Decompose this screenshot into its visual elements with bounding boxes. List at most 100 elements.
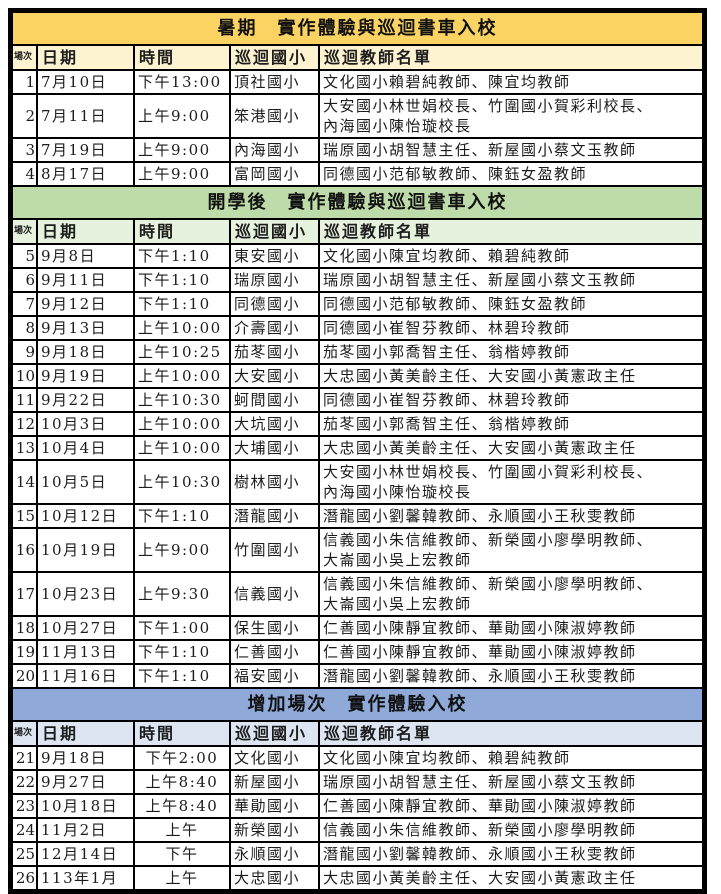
session-number: 20 [11,663,38,689]
column-header-row: 場次 日期 時間 巡迴國小 巡迴教師名單 [11,44,704,71]
session-school: 新榮國小 [229,817,320,843]
session-row: 7 9月12日 下午1:10 同德國小 同德國小范郁敏教師、陳鈺女盈教師 [11,291,704,317]
session-teachers: 大安國小林世娟校長、竹圍國小賀彩利校長、 內海國小陳怡璇校長 [318,459,704,505]
session-school: 永順國小 [229,841,320,867]
session-row: 11 9月22日 上午10:30 蚵間國小 同德國小崔智芬教師、林碧玲教師 [11,387,704,413]
section-title: 開學後 實作體驗與巡迴書車入校 [11,185,704,220]
session-school: 同德國小 [229,291,320,317]
session-time: 下午1:10 [133,267,231,293]
session-row: 23 10月18日 上午8:40 華勛國小 仁善國小陳靜宜教師、華勛國小陳淑婷教師 [11,793,704,819]
session-teachers: 同德國小范郁敏教師、陳鈺女盈教師 [318,161,704,187]
session-time: 上午 [133,865,231,891]
session-time: 上午9:00 [133,137,231,163]
session-date: 113年1月 [36,865,135,891]
session-number: 16 [11,527,38,573]
session-school: 內海國小 [229,137,320,163]
session-date: 9月18日 [36,339,135,365]
session-number: 17 [11,571,38,617]
session-row: 8 9月13日 上午10:00 介壽國小 同德國小崔智芬教師、林碧玲教師 [11,315,704,341]
session-teachers: 信義國小朱信維教師、新榮國小廖學明教師、 大崙國小吳上宏教師 [318,527,704,573]
session-row: 2 7月11日 上午9:00 笨港國小 大安國小林世娟校長、竹圍國小賀彩利校長、 內海國… [11,93,704,139]
session-row: 6 9月11日 下午1:10 瑞原國小 瑞原國小胡智慧主任、新屋國小蔡文玉教師 [11,267,704,293]
col-header-date: 日期 [36,218,135,245]
session-row: 16 10月19日 上午9:00 竹圍國小 信義國小朱信維教師、新榮國小廖學明教師、 大… [11,527,704,573]
session-number: 8 [11,315,38,341]
session-row: 26 113年1月 上午 大忠國小 大忠國小黃美齡主任、大安國小黃憲政主任 [11,865,704,891]
session-teachers: 同德國小崔智芬教師、林碧玲教師 [318,315,704,341]
session-number: 14 [11,459,38,505]
session-date: 10月4日 [36,435,135,461]
col-header-teachers: 巡迴教師名單 [318,44,704,71]
session-number: 15 [11,503,38,529]
session-date: 10月19日 [36,527,135,573]
col-header-date: 日期 [36,44,135,71]
session-time: 上午 [133,817,231,843]
session-time: 下午1:10 [133,291,231,317]
col-header-session: 場次 [11,218,38,245]
col-header-session: 場次 [11,44,38,71]
session-teachers: 茄苳國小郭喬智主任、翁楷婷教師 [318,339,704,365]
session-date: 9月18日 [36,745,135,771]
session-row: 21 9月18日 下午2:00 文化國小 文化國小陳宜均教師、賴碧純教師 [11,745,704,771]
session-school: 福安國小 [229,663,320,689]
session-number: 1 [11,69,38,95]
session-school: 茄苳國小 [229,339,320,365]
session-number: 11 [11,387,38,413]
session-time: 下午 [133,841,231,867]
session-row: 15 10月12日 下午1:10 潛龍國小 潛龍國小劉馨韓教師、永順國小王秋雯教師 [11,503,704,529]
session-teachers: 茄苳國小郭喬智主任、翁楷婷教師 [318,411,704,437]
session-teachers: 大安國小林世娟校長、竹圍國小賀彩利校長、 內海國小陳怡璇校長 [318,93,704,139]
session-time: 上午10:00 [133,363,231,389]
session-number: 12 [11,411,38,437]
session-school: 信義國小 [229,571,320,617]
session-number: 22 [11,769,38,795]
session-row: 9 9月18日 上午10:25 茄苳國小 茄苳國小郭喬智主任、翁楷婷教師 [11,339,704,365]
session-number: 19 [11,639,38,665]
session-teachers: 潛龍國小劉馨韓教師、永順國小王秋雯教師 [318,841,704,867]
session-teachers: 仁善國小陳靜宜教師、華勛國小陳淑婷教師 [318,639,704,665]
session-date: 9月22日 [36,387,135,413]
session-school: 樹林國小 [229,459,320,505]
session-date: 9月11日 [36,267,135,293]
session-teachers: 仁善國小陳靜宜教師、華勛國小陳淑婷教師 [318,793,704,819]
session-number: 10 [11,363,38,389]
session-row: 5 9月8日 下午1:10 東安國小 文化國小陳宜均教師、賴碧純教師 [11,243,704,269]
session-time: 下午1:00 [133,615,231,641]
session-row: 12 10月3日 上午10:00 大坑國小 茄苳國小郭喬智主任、翁楷婷教師 [11,411,704,437]
session-date: 11月13日 [36,639,135,665]
session-number: 9 [11,339,38,365]
col-header-school: 巡迴國小 [229,720,320,747]
session-school: 大埔國小 [229,435,320,461]
column-header-row: 場次 日期 時間 巡迴國小 巡迴教師名單 [11,720,704,747]
col-header-date: 日期 [36,720,135,747]
col-header-session: 場次 [11,720,38,747]
session-row: 3 7月19日 上午9:00 內海國小 瑞原國小胡智慧主任、新屋國小蔡文玉教師 [11,137,704,163]
session-teachers: 瑞原國小胡智慧主任、新屋國小蔡文玉教師 [318,267,704,293]
session-time: 下午2:00 [133,745,231,771]
session-school: 保生國小 [229,615,320,641]
session-row: 18 10月27日 下午1:00 保生國小 仁善國小陳靜宜教師、華勛國小陳淑婷教師 [11,615,704,641]
session-time: 下午1:10 [133,243,231,269]
col-header-school: 巡迴國小 [229,44,320,71]
session-time: 下午1:10 [133,503,231,529]
schedule-table: 暑期 實作體驗與巡迴書車入校 場次 日期 時間 巡迴國小 巡迴教師名單 1 7月10日 下午13… [11,11,704,891]
session-date: 7月19日 [36,137,135,163]
session-date: 7月11日 [36,93,135,139]
session-school: 頂社國小 [229,69,320,95]
session-school: 富岡國小 [229,161,320,187]
session-teachers: 瑞原國小胡智慧主任、新屋國小蔡文玉教師 [318,769,704,795]
session-number: 13 [11,435,38,461]
session-date: 10月18日 [36,793,135,819]
session-time: 下午13:00 [133,69,231,95]
session-row: 17 10月23日 上午9:30 信義國小 信義國小朱信維教師、新榮國小廖學明教師、 大… [11,571,704,617]
session-teachers: 大忠國小黃美齡主任、大安國小黃憲政主任 [318,363,704,389]
session-row: 25 12月14日 下午 永順國小 潛龍國小劉馨韓教師、永順國小王秋雯教師 [11,841,704,867]
session-row: 10 9月19日 上午10:00 大安國小 大忠國小黃美齡主任、大安國小黃憲政主任 [11,363,704,389]
session-teachers: 潛龍國小劉馨韓教師、永順國小王秋雯教師 [318,663,704,689]
session-teachers: 大忠國小黃美齡主任、大安國小黃憲政主任 [318,435,704,461]
col-header-school: 巡迴國小 [229,218,320,245]
session-teachers: 文化國小陳宜均教師、賴碧純教師 [318,745,704,771]
section-title-row: 暑期 實作體驗與巡迴書車入校 [11,11,704,46]
session-number: 3 [11,137,38,163]
session-teachers: 同德國小范郁敏教師、陳鈺女盈教師 [318,291,704,317]
